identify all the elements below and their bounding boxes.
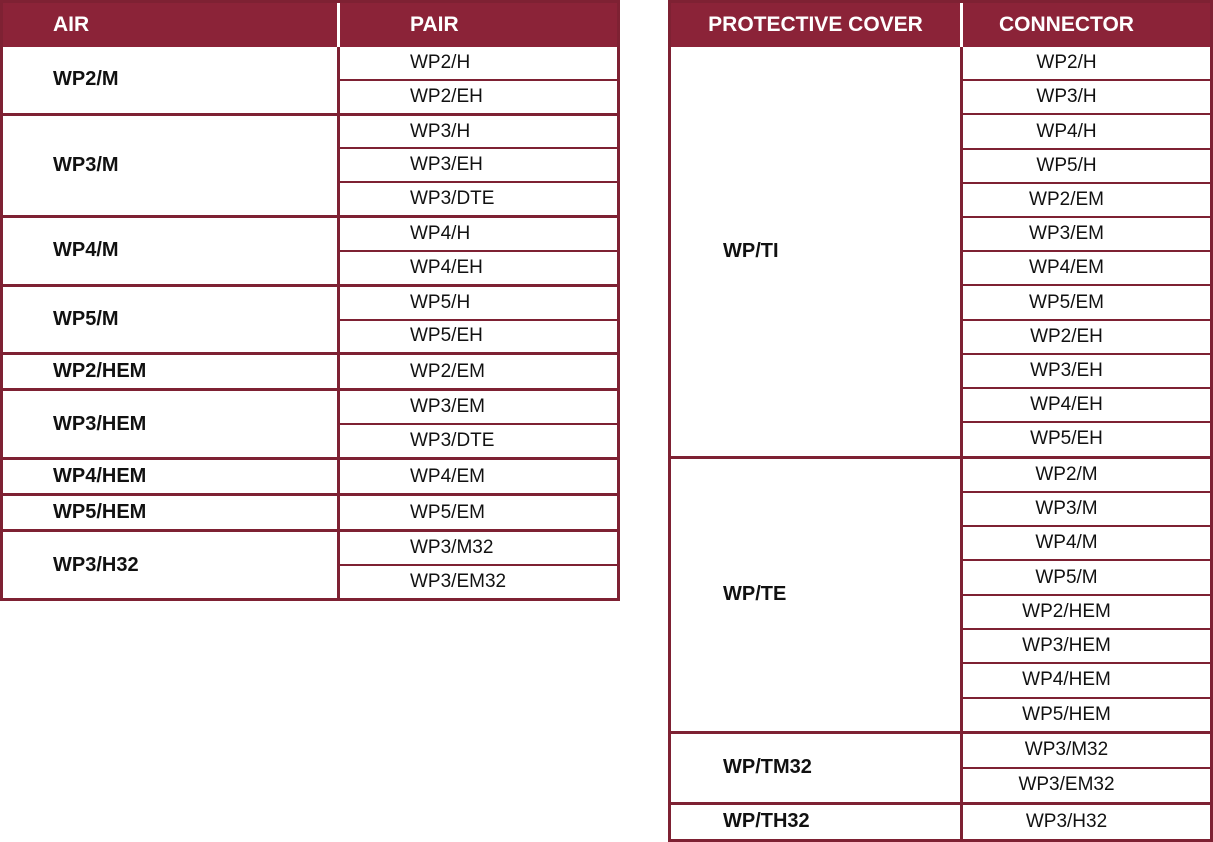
table-row-group: WP/TH32 WP3/H32 [671,801,1210,839]
connector-cell: WP4/EM [963,250,1210,284]
connector-cell-list: WP2/M WP3/M WP4/M WP5/M WP2/HEM WP3/HEM WP4/HE… [960,458,1210,731]
header-cell-pair: PAIR [340,3,617,47]
connector-cell: WP4/EH [963,387,1210,421]
table-row-group: WP3/M WP3/H WP3/EH WP3/DTE [3,112,617,215]
table-row-group: WP4/HEM WP4/EM [3,457,617,494]
connector-cell-list: WP2/H WP3/H WP4/H WP5/H WP2/EM WP3/EM WP4/EM WP… [960,47,1210,456]
connector-cell: WP4/H [963,113,1210,147]
connector-cell-list: WP3/H32 [960,804,1210,839]
pair-cell-list: WP2/EM [337,355,617,389]
pair-cell: WP2/EM [410,360,485,382]
connector-cell: WP3/HEM [963,628,1210,662]
air-cell: WP3/M [53,153,119,176]
pair-cell: WP2/H [410,51,471,73]
air-cell: WP4/M [53,239,119,262]
pair-cell: WP4/EH [340,249,617,284]
connector-cell: WP4/HEM [963,662,1210,696]
air-cell: WP3/HEM [53,412,147,435]
pair-cell-list: WP4/H WP4/EH [337,217,617,284]
air-pair-table: AIR PAIR WP2/M WP2/H WP2/EH WP3/M WP3/H WP… [0,0,620,601]
connector-cell: WP2/M [1035,463,1098,485]
pair-cell: WP5/EH [340,318,617,353]
connector-cell: WP4/M [963,525,1210,559]
cover-connector-header-row: PROTECTIVE COVER CONNECTOR [671,3,1210,47]
table-row-group: WP2/M WP2/H WP2/EH [3,47,617,113]
air-pair-header-row: AIR PAIR [3,3,617,47]
table-row-group: WP/TM32 WP3/M32 WP3/EM32 [671,730,1210,802]
protective-cover-cell: WP/TH32 [723,810,810,833]
connector-cell: WP2/EH [963,318,1210,353]
air-cell: WP5/HEM [53,501,147,524]
connector-cell: WP3/EM32 [963,766,1210,802]
table-row-group: WP4/M WP4/H WP4/EH [3,214,617,284]
connector-cell: WP3/M32 [1024,739,1109,761]
pair-cell-list: WP5/EM [337,496,617,530]
connector-cell: WP5/HEM [963,696,1210,731]
pair-cell: WP3/EM [410,396,485,418]
pair-cell: WP4/EM [410,465,485,487]
connector-cell: WP3/EH [963,352,1210,387]
table-row-group: WP3/HEM WP3/EM WP3/DTE [3,388,617,458]
header-cell-air: AIR [3,3,337,47]
connector-cell: WP2/H [1036,52,1097,74]
table-row-group: WP/TI WP2/H WP3/H WP4/H WP5/H WP2/EM WP3/EM WP… [671,47,1210,456]
connector-cell: WP3/H [963,79,1210,113]
pair-cell: WP3/EM32 [340,564,617,598]
connector-cell-list: WP3/M32 WP3/EM32 [960,733,1210,802]
pair-cell: WP3/H [410,120,471,142]
header-cell-protective-cover: PROTECTIVE COVER [671,3,960,47]
pair-cell-list: WP3/M32 WP3/EM32 [337,532,617,598]
pair-cell-list: WP4/EM [337,460,617,494]
pair-cell: WP3/M32 [410,537,494,559]
pair-cell-list: WP2/H WP2/EH [337,47,617,113]
pair-cell: WP5/H [410,291,471,313]
pair-cell: WP3/DTE [340,423,617,457]
cover-connector-table: PROTECTIVE COVER CONNECTOR WP/TI WP2/H WP… [668,0,1213,842]
air-cell: WP4/HEM [53,465,147,488]
table-row-group: WP/TE WP2/M WP3/M WP4/M WP5/M WP2/HEM WP3/HEM… [671,455,1210,731]
pair-cell: WP4/H [410,222,471,244]
header-cell-connector: CONNECTOR [963,3,1210,47]
air-cell: WP2/M [53,68,119,91]
pair-cell: WP2/EH [340,78,617,113]
air-pair-table-body: WP2/M WP2/H WP2/EH WP3/M WP3/H WP3/EH WP3/D… [3,47,617,598]
protective-cover-cell: WP/TM32 [723,756,812,779]
protective-cover-cell: WP/TI [723,239,779,262]
connector-cell: WP3/M [963,490,1210,525]
pair-cell-list: WP3/EM WP3/DTE [337,391,617,458]
pair-cell-list: WP3/H WP3/EH WP3/DTE [337,115,617,215]
connector-cell: WP3/H32 [1025,810,1108,832]
table-row-group: WP2/HEM WP2/EM [3,352,617,389]
pair-cell: WP5/EM [410,501,485,523]
table-row-group: WP5/HEM WP5/EM [3,493,617,530]
pair-cell: WP3/EH [340,147,617,181]
connector-cell: WP5/EM [963,284,1210,318]
connector-cell: WP5/H [963,147,1210,182]
protective-cover-cell: WP/TE [723,583,787,606]
pair-cell-list: WP5/H WP5/EH [337,286,617,353]
connector-cell: WP3/EM [963,216,1210,250]
table-row-group: WP3/H32 WP3/M32 WP3/EM32 [3,529,617,598]
cover-connector-table-body: WP/TI WP2/H WP3/H WP4/H WP5/H WP2/EM WP3/EM WP… [671,47,1210,839]
connector-cell: WP2/HEM [963,593,1210,628]
air-cell: WP5/M [53,308,119,330]
table-row-group: WP5/M WP5/H WP5/EH [3,283,617,353]
air-cell: WP3/H32 [53,553,139,576]
connector-cell: WP5/M [963,559,1210,593]
air-cell: WP2/HEM [53,360,147,383]
connector-cell: WP5/EH [963,421,1210,455]
pair-cell: WP3/DTE [340,181,617,215]
connector-cell: WP2/EM [963,181,1210,216]
